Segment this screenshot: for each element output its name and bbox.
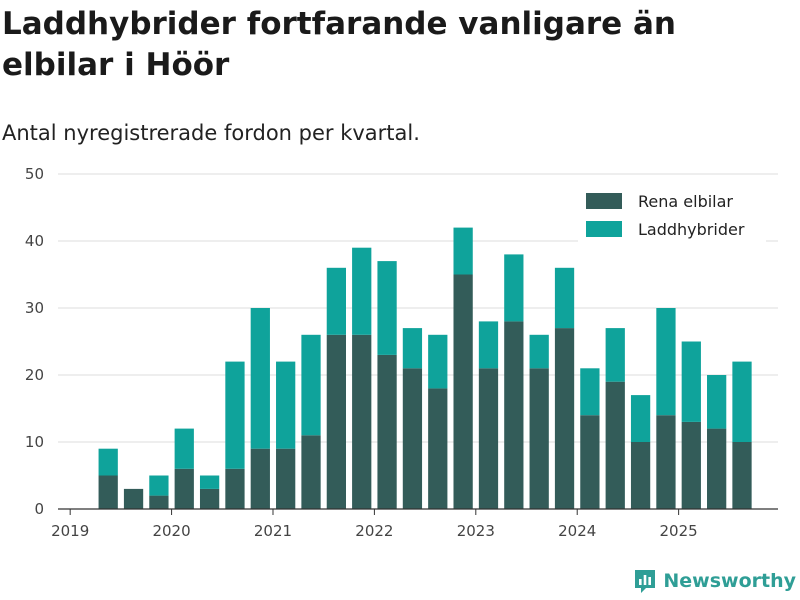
y-tick-label: 50 <box>25 165 44 183</box>
bar-rena-elbilar <box>732 442 752 509</box>
bar-laddhybrider <box>681 341 701 422</box>
bar-laddhybrider <box>276 361 296 449</box>
bar-rena-elbilar <box>580 415 600 509</box>
bar-rena-elbilar <box>478 368 499 509</box>
bar-laddhybrider <box>250 308 270 449</box>
newsworthy-logo-icon <box>635 570 656 593</box>
bar-laddhybrider <box>225 361 245 469</box>
bar-laddhybrider <box>149 475 169 496</box>
legend-swatch-rena-elbilar <box>586 193 622 209</box>
bar-rena-elbilar <box>681 421 701 509</box>
legend-label-laddhybrider: Laddhybrider <box>638 220 745 239</box>
bar-laddhybrider <box>377 261 397 355</box>
bar-laddhybrider <box>580 368 600 416</box>
chart-title: Laddhybrider fortfarande vanligare än el… <box>2 6 676 83</box>
bar-rena-elbilar <box>123 488 144 509</box>
y-tick-label: 10 <box>25 433 44 451</box>
bar-rena-elbilar <box>504 321 524 509</box>
bar-laddhybrider <box>301 334 321 436</box>
bar-laddhybrider <box>732 361 752 442</box>
y-tick-label: 0 <box>34 500 44 518</box>
y-tick-label: 40 <box>25 232 44 250</box>
bar-laddhybrider <box>174 428 194 469</box>
bar-rena-elbilar <box>199 488 220 509</box>
bar-laddhybrider <box>326 267 346 335</box>
bar-rena-elbilar <box>377 354 397 509</box>
bar-laddhybrider <box>352 247 372 335</box>
bar-laddhybrider <box>428 334 448 389</box>
y-tick-label: 20 <box>25 366 44 384</box>
newsworthy-brand: Newsworthy <box>633 568 796 594</box>
bar-rena-elbilar <box>276 448 296 509</box>
bar-laddhybrider <box>707 375 727 429</box>
bar-laddhybrider <box>529 334 549 369</box>
x-tick-label: 2024 <box>558 522 596 540</box>
bar-laddhybrider <box>199 475 220 489</box>
bar-rena-elbilar <box>326 334 346 509</box>
brand-name: Newsworthy <box>663 570 796 592</box>
x-tick-label: 2022 <box>355 522 393 540</box>
axes: 0 10 20 30 40 50 2019 2020 2021 2022 2023 2024 2025 <box>25 165 778 540</box>
bar-rena-elbilar <box>301 435 321 509</box>
x-tick-label: 2023 <box>457 522 495 540</box>
bar-rena-elbilar <box>402 368 423 509</box>
bar-rena-elbilar <box>225 468 245 509</box>
bar-laddhybrider <box>478 321 499 369</box>
bars <box>98 227 752 509</box>
bar-rena-elbilar <box>98 475 118 509</box>
bar-laddhybrider <box>402 328 423 369</box>
bar-laddhybrider <box>453 227 473 275</box>
legend-label-rena-elbilar: Rena elbilar <box>638 192 733 211</box>
chart-subtitle: Antal nyregistrerade fordon per kvartal. <box>2 121 420 145</box>
x-tick-label: 2025 <box>660 522 698 540</box>
bar-rena-elbilar <box>529 368 549 509</box>
bar-rena-elbilar <box>656 415 676 509</box>
bar-laddhybrider <box>554 267 575 329</box>
legend-swatch-laddhybrider <box>586 221 622 237</box>
bar-rena-elbilar <box>554 328 575 509</box>
bar-rena-elbilar <box>605 381 625 509</box>
bar-laddhybrider <box>630 395 651 442</box>
bar-rena-elbilar <box>250 448 270 509</box>
x-tick-label: 2019 <box>51 522 89 540</box>
y-tick-label: 30 <box>25 299 44 317</box>
bar-rena-elbilar <box>453 274 473 509</box>
bar-rena-elbilar <box>149 495 169 509</box>
bar-laddhybrider <box>656 308 676 416</box>
bar-rena-elbilar <box>630 442 651 509</box>
bar-laddhybrider <box>605 328 625 382</box>
bar-laddhybrider <box>504 254 524 322</box>
bar-laddhybrider <box>98 448 118 476</box>
legend: Rena elbilar Laddhybrider <box>578 184 766 242</box>
x-tick-label: 2021 <box>254 522 292 540</box>
bar-rena-elbilar <box>174 468 194 509</box>
bar-rena-elbilar <box>707 428 727 509</box>
x-tick-label: 2020 <box>152 522 190 540</box>
bar-rena-elbilar <box>428 388 448 509</box>
bar-rena-elbilar <box>352 334 372 509</box>
